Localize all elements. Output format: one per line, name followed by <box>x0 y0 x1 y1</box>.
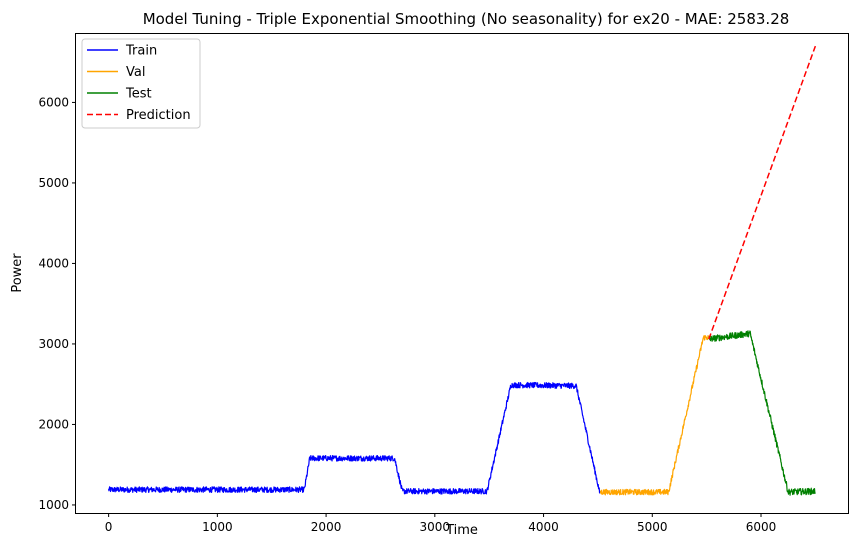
legend: Train Val Test Prediction <box>81 38 201 129</box>
legend-label: Prediction <box>126 108 191 123</box>
series-line-train <box>108 381 601 495</box>
legend-label: Val <box>126 65 145 80</box>
plot-frame <box>75 33 849 514</box>
x-axis-label: Time <box>445 523 478 538</box>
x-tick-label: 3000 <box>420 520 451 534</box>
chart-title: Model Tuning - Triple Exponential Smooth… <box>143 10 790 28</box>
legend-box <box>81 38 201 129</box>
x-tick-label: 5000 <box>637 520 668 534</box>
y-tick-label: 3000 <box>38 337 69 351</box>
legend-label: Train <box>125 44 157 59</box>
y-tick-label: 4000 <box>38 256 69 270</box>
y-axis-ticks: 1000 2000 3000 4000 5000 6000 <box>38 95 76 512</box>
y-tick-label: 5000 <box>38 176 69 190</box>
y-tick-label: 1000 <box>38 498 69 512</box>
y-axis-label: Power <box>10 253 25 293</box>
series-line-test <box>708 330 816 496</box>
x-tick-label: 4000 <box>528 520 559 534</box>
series-line-prediction <box>708 45 817 340</box>
x-tick-label: 1000 <box>202 520 233 534</box>
x-tick-label: 6000 <box>746 520 777 534</box>
series-line-val <box>599 335 710 496</box>
y-tick-label: 6000 <box>38 95 69 109</box>
x-tick-label: 0 <box>105 520 113 534</box>
x-tick-label: 2000 <box>311 520 342 534</box>
x-axis-ticks: 0 1000 2000 3000 4000 5000 6000 <box>105 513 776 534</box>
plot-area <box>108 45 817 496</box>
y-tick-label: 2000 <box>38 417 69 431</box>
legend-label: Test <box>125 87 152 102</box>
